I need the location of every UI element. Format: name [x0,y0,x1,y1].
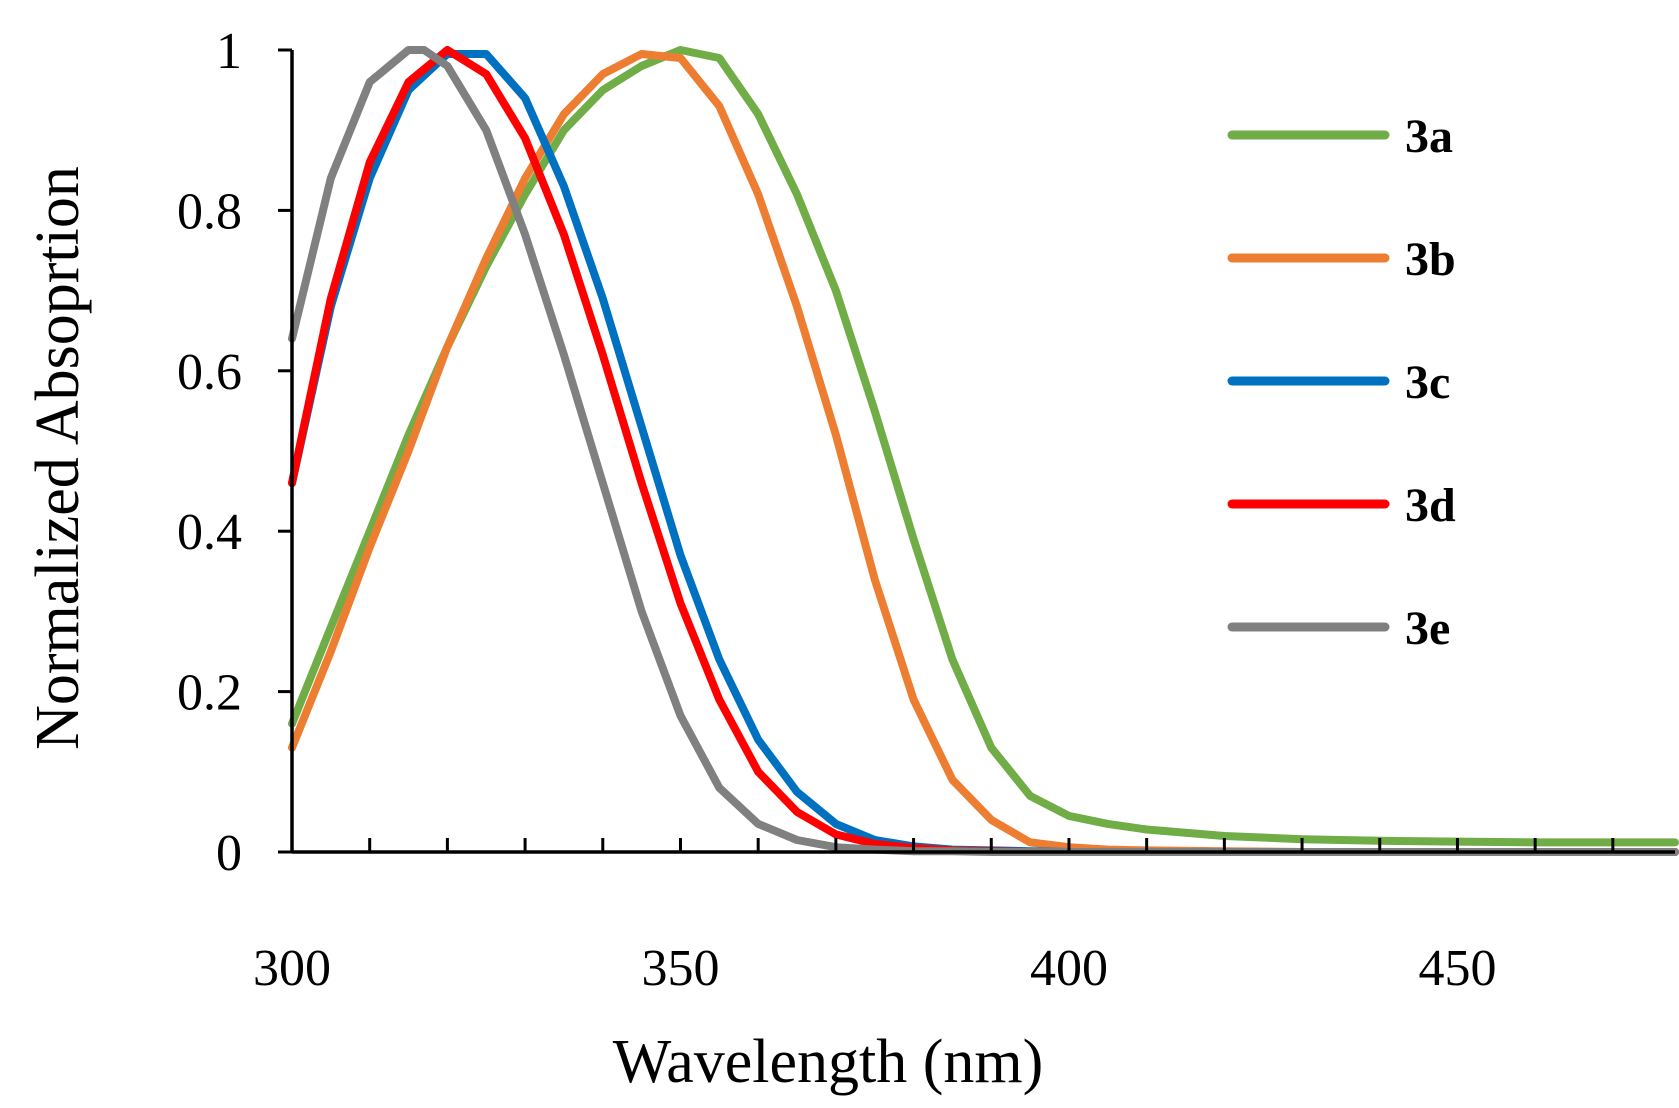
y-tick-label: 1 [216,23,242,80]
y-tick-label: 0.8 [177,183,242,240]
y-tick-label: 0.2 [177,665,242,722]
legend-label-3b: 3b [1405,233,1456,286]
y-tick-label: 0.6 [177,344,242,401]
y-axis-title: Normalized Absoprtion [24,166,92,750]
x-tick-label: 450 [1418,940,1496,997]
legend-label-3c: 3c [1405,356,1450,409]
x-axis-title: Wavelength (nm) [613,1028,1044,1096]
x-tick-label: 350 [641,940,719,997]
legend-label-3a: 3a [1405,110,1453,163]
y-tick-label: 0.4 [177,504,242,561]
x-tick-label: 400 [1030,940,1108,997]
legend-label-3d: 3d [1405,479,1456,532]
axes-layer [290,50,1675,854]
y-tick-label: 0 [216,825,242,882]
legend: 3a 3b 3c 3d 3e [1227,110,1456,655]
x-tick-label: 300 [253,940,331,997]
legend-label-3e: 3e [1405,602,1450,655]
series-layer [288,46,1679,856]
ticks-layer: 300 350 400 450 0 0.2 0.4 0.6 0.8 1 [177,23,1615,997]
